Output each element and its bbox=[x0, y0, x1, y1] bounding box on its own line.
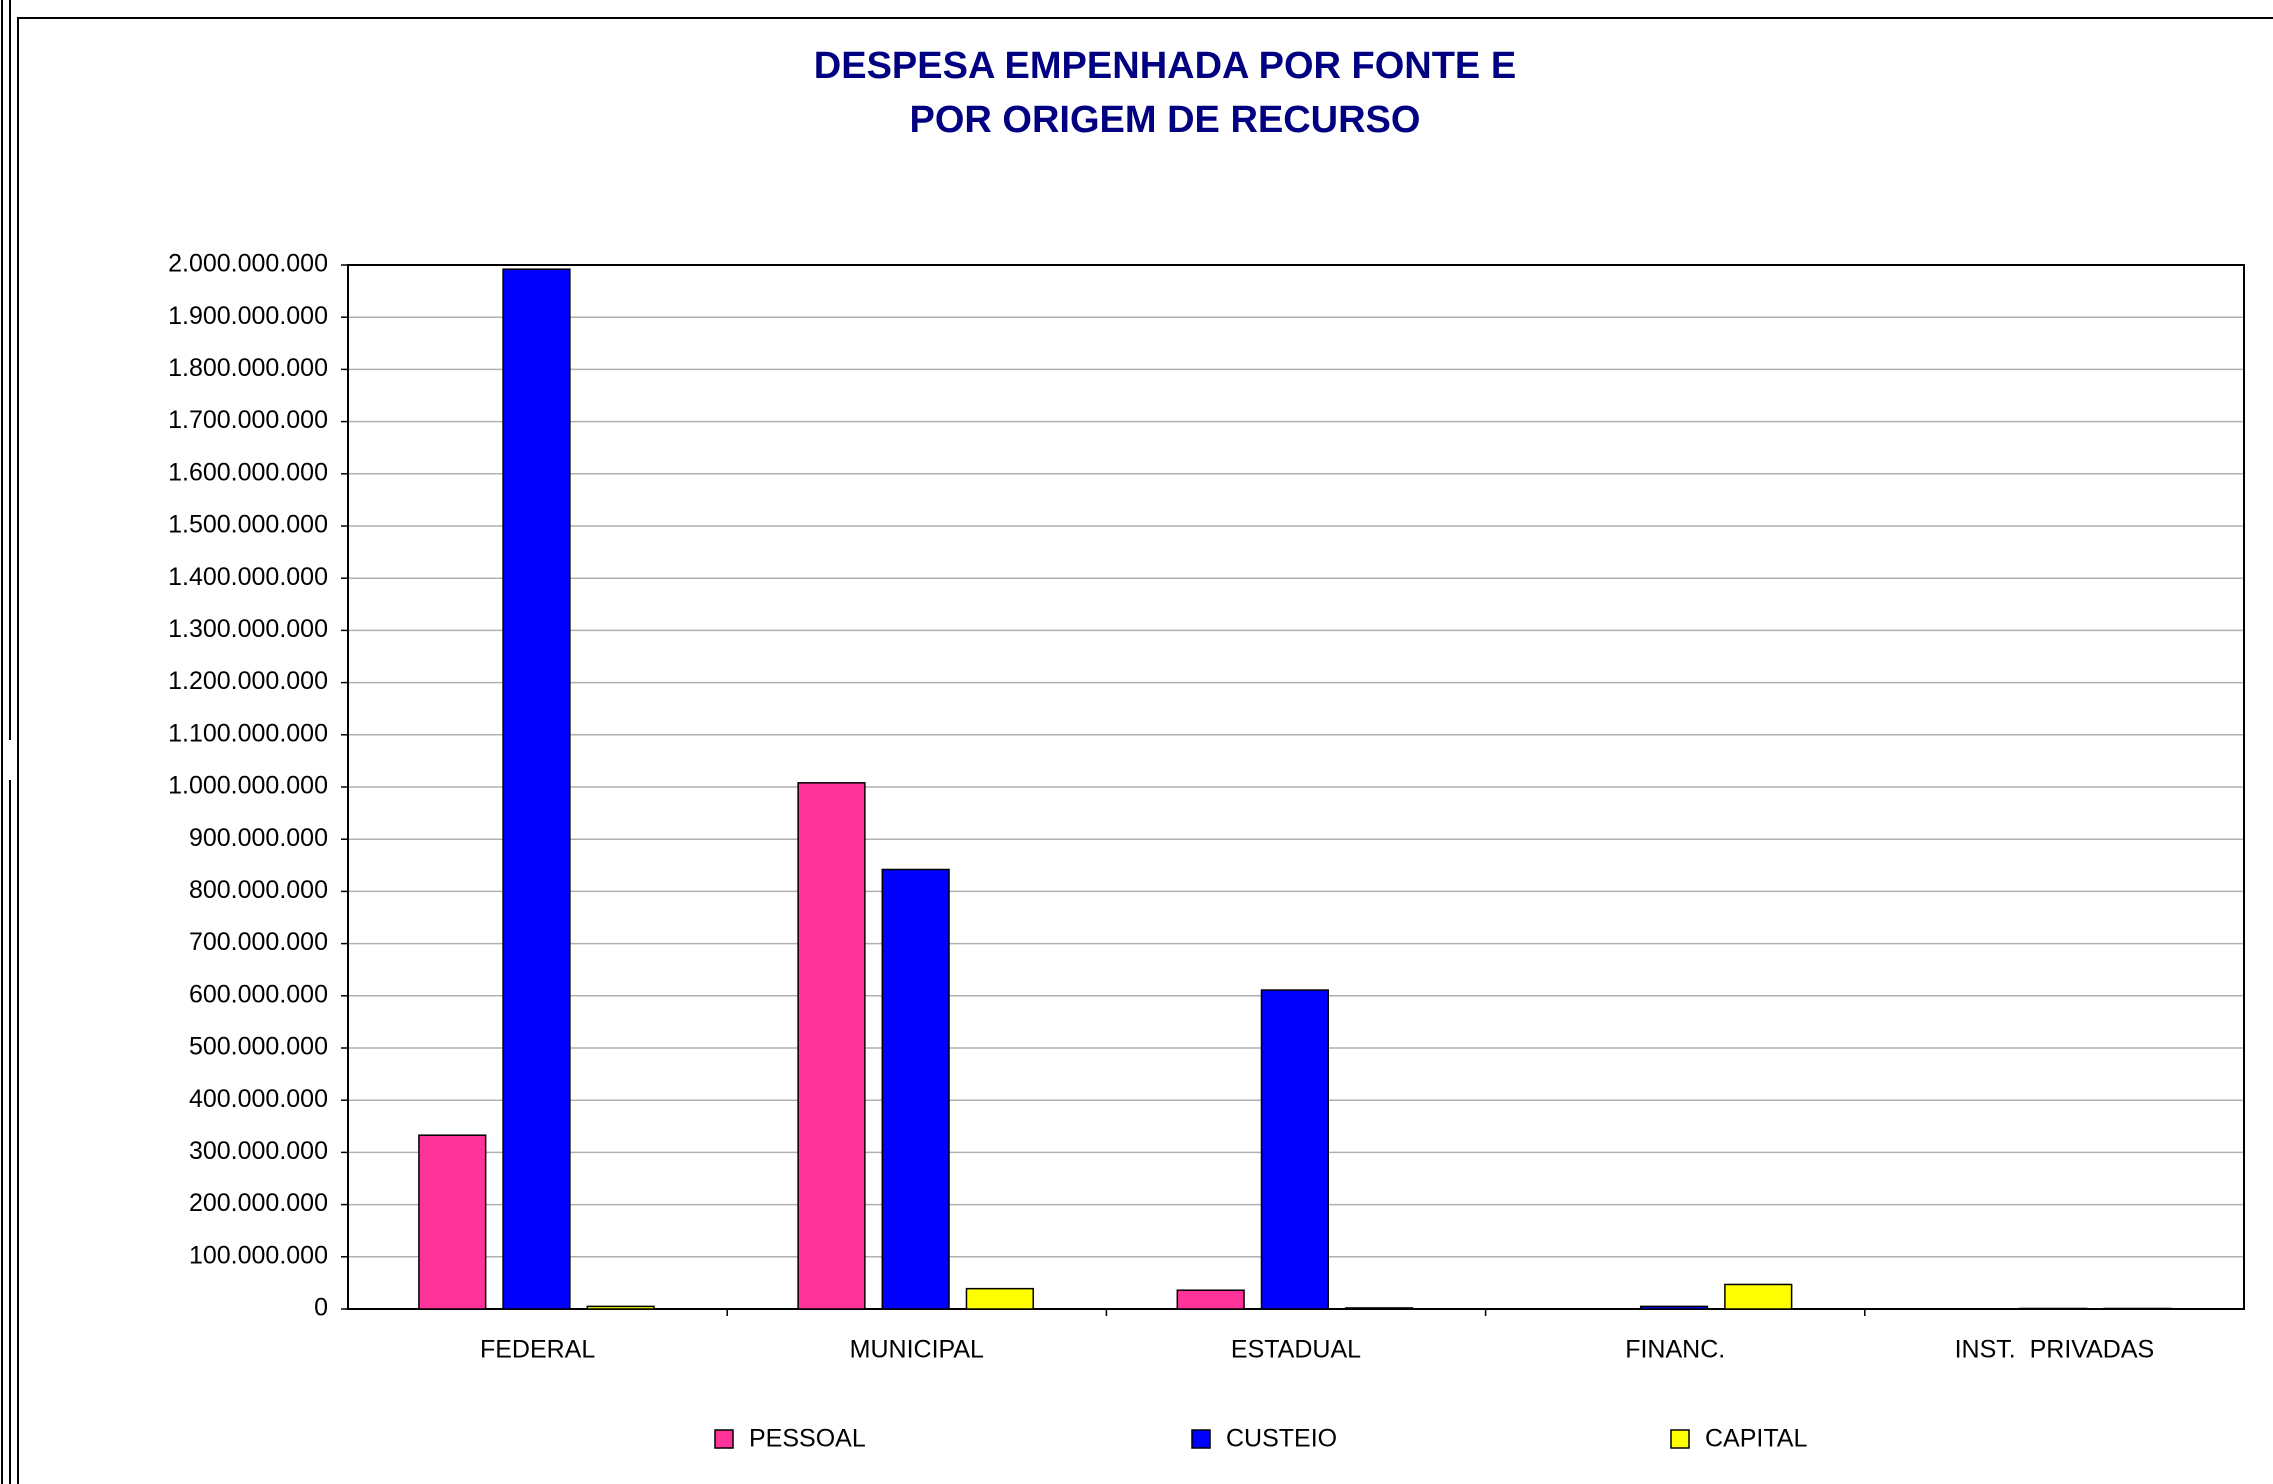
chart-title: DESPESA EMPENHADA POR FONTE E bbox=[814, 45, 1516, 87]
bar bbox=[1176, 1289, 1245, 1310]
y-tick-label: 1.400.000.000 bbox=[168, 563, 328, 591]
y-tick-label: 300.000.000 bbox=[189, 1137, 328, 1165]
y-tick-label: 1.800.000.000 bbox=[168, 354, 328, 382]
bar bbox=[1639, 1305, 1709, 1310]
legend-label: PESSOAL bbox=[749, 1425, 866, 1453]
bar bbox=[881, 868, 950, 1310]
y-tick-label: 1.500.000.000 bbox=[168, 511, 328, 539]
x-tick-label: FEDERAL bbox=[480, 1336, 595, 1364]
y-tick-label: 200.000.000 bbox=[189, 1189, 328, 1217]
x-tick-label: ESTADUAL bbox=[1231, 1336, 1361, 1364]
bar bbox=[1260, 989, 1329, 1310]
legend-swatch bbox=[714, 1429, 734, 1449]
bar bbox=[1344, 1307, 1414, 1310]
bar bbox=[502, 268, 571, 1310]
bar bbox=[965, 1287, 1034, 1310]
y-tick-label: 900.000.000 bbox=[189, 824, 328, 852]
y-tick-label: 500.000.000 bbox=[189, 1033, 328, 1061]
legend-label: CAPITAL bbox=[1705, 1425, 1807, 1453]
legend-swatch bbox=[1670, 1429, 1690, 1449]
bar bbox=[586, 1305, 655, 1310]
bar bbox=[418, 1134, 487, 1310]
y-tick-label: 100.000.000 bbox=[189, 1241, 328, 1269]
bar bbox=[1724, 1283, 1793, 1310]
y-tick-label: 2.000.000.000 bbox=[168, 250, 328, 278]
bar bbox=[2103, 1307, 2172, 1310]
y-tick-label: 400.000.000 bbox=[189, 1085, 328, 1113]
y-tick-label: 1.000.000.000 bbox=[168, 772, 328, 800]
legend-swatch bbox=[1191, 1429, 1211, 1449]
x-tick-label: MUNICIPAL bbox=[850, 1336, 984, 1364]
x-tick-label: INST. PRIVADAS bbox=[1955, 1336, 2155, 1364]
y-tick-label: 0 bbox=[314, 1294, 328, 1322]
y-tick-label: 600.000.000 bbox=[189, 980, 328, 1008]
y-tick-label: 1.100.000.000 bbox=[168, 719, 328, 747]
y-tick-label: 1.200.000.000 bbox=[168, 667, 328, 695]
chart-title: POR ORIGEM DE RECURSO bbox=[910, 99, 1421, 141]
x-tick-label: FINANC. bbox=[1625, 1336, 1725, 1364]
legend-label: CUSTEIO bbox=[1226, 1425, 1337, 1453]
y-tick-label: 1.700.000.000 bbox=[168, 406, 328, 434]
y-tick-label: 1.900.000.000 bbox=[168, 302, 328, 330]
y-tick-label: 1.300.000.000 bbox=[168, 615, 328, 643]
y-tick-label: 1.600.000.000 bbox=[168, 458, 328, 486]
bar bbox=[797, 782, 866, 1310]
bar bbox=[2019, 1307, 2088, 1310]
y-tick-label: 700.000.000 bbox=[189, 928, 328, 956]
chart-border bbox=[17, 17, 2273, 1484]
y-tick-label: 800.000.000 bbox=[189, 876, 328, 904]
